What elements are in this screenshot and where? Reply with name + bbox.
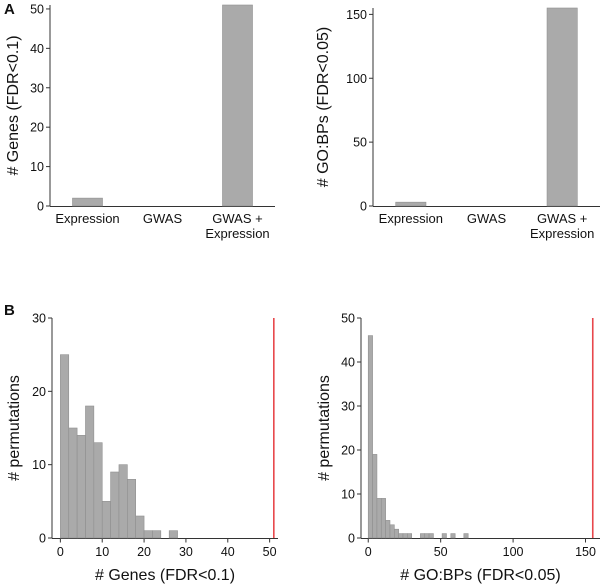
panel-label-a: A: [4, 1, 15, 18]
histogram-bar: [152, 530, 162, 539]
y-tick-label: 0: [39, 532, 46, 546]
category-label: Expression: [55, 211, 119, 226]
histogram-bar: [76, 435, 86, 539]
y-tick-label: 0: [360, 200, 367, 214]
category-label: GWAS: [467, 211, 507, 226]
histogram-bar: [367, 335, 373, 539]
y-tick-label: 20: [32, 385, 46, 399]
y-tick-label: 0: [37, 200, 44, 214]
y-axis-label: # Genes (FDR<0.1): [5, 35, 22, 175]
histogram-bar: [420, 533, 426, 539]
y-tick-label: 50: [30, 2, 44, 16]
histogram-bar: [428, 533, 434, 539]
y-tick-label: 40: [341, 356, 355, 370]
category-label: Expression: [530, 226, 594, 241]
category-label: Expression: [379, 211, 443, 226]
histogram-bar: [441, 533, 447, 539]
histogram-bar: [385, 520, 391, 539]
gobp-permutation-histogram: 0 10 20 30 40 50 0 50 100 150 # GO:BPs (FDR<0.05) #…: [316, 312, 600, 584]
panel-label-b: B: [4, 302, 15, 319]
x-tick-label: 150: [575, 545, 596, 559]
histogram-bar: [372, 454, 378, 539]
histogram-bar: [101, 501, 111, 539]
x-axis-label: # Genes (FDR<0.1): [95, 567, 235, 584]
histogram-bar: [93, 442, 103, 539]
y-axis-label: # permutations: [6, 375, 23, 481]
x-tick-label: 50: [434, 545, 448, 559]
y-tick-label: 10: [32, 458, 46, 472]
histogram-bar: [118, 464, 128, 539]
x-axis-label: # GO:BPs (FDR<0.05): [400, 567, 561, 584]
histogram-bar: [407, 533, 412, 539]
x-tick-label: 10: [95, 545, 109, 559]
category-label: GWAS: [143, 211, 183, 226]
y-tick-label: 30: [341, 400, 355, 414]
bar: [72, 197, 103, 207]
histogram-bar: [398, 533, 404, 539]
x-tick-label: 40: [221, 545, 235, 559]
histogram-bar: [127, 479, 137, 539]
histogram-bar: [376, 498, 382, 539]
histogram-bar: [60, 354, 70, 539]
category-label: Expression: [205, 226, 269, 241]
genes-permutation-histogram: 0 10 20 30 0 10 20 30 40 50 # Genes (FDR<0.1) # per…: [6, 312, 278, 584]
y-tick-label: 150: [346, 8, 367, 22]
histogram-bar: [424, 533, 430, 539]
category-label: GWAS +: [212, 211, 262, 226]
y-tick-label: 30: [32, 312, 46, 326]
x-tick-label: 50: [263, 545, 277, 559]
x-tick-label: 0: [57, 545, 64, 559]
x-tick-label: 100: [503, 545, 524, 559]
histogram-bar: [450, 533, 456, 539]
histogram-bar: [380, 498, 386, 539]
histogram-bar: [463, 533, 469, 539]
x-tick-label: 30: [179, 545, 193, 559]
histogram-bar: [135, 515, 145, 539]
x-tick-label: 20: [137, 545, 151, 559]
y-axis-label: # GO:BPs (FDR<0.05): [315, 27, 332, 188]
y-axis-label: # permutations: [316, 375, 333, 481]
histogram-bar: [402, 533, 408, 539]
y-tick-label: 100: [346, 72, 367, 86]
y-tick-label: 0: [348, 532, 355, 546]
y-tick-label: 20: [341, 444, 355, 458]
y-tick-label: 10: [341, 488, 355, 502]
y-tick-label: 40: [30, 42, 44, 56]
y-tick-label: 30: [30, 81, 44, 95]
y-tick-label: 10: [30, 160, 44, 174]
histogram-bar: [389, 524, 395, 539]
bar: [546, 7, 578, 207]
histogram-bar: [394, 528, 399, 539]
histogram-bar: [85, 405, 95, 539]
histogram-bar: [110, 471, 120, 539]
y-tick-label: 50: [353, 136, 367, 150]
category-label: GWAS +: [537, 211, 587, 226]
x-tick-label: 0: [365, 545, 372, 559]
histogram-bar: [168, 530, 178, 539]
bar: [395, 201, 427, 207]
y-tick-label: 20: [30, 121, 44, 135]
histogram-bar: [68, 427, 78, 539]
histogram-bar: [143, 530, 153, 539]
bar: [222, 4, 253, 207]
y-tick-label: 50: [341, 312, 355, 326]
